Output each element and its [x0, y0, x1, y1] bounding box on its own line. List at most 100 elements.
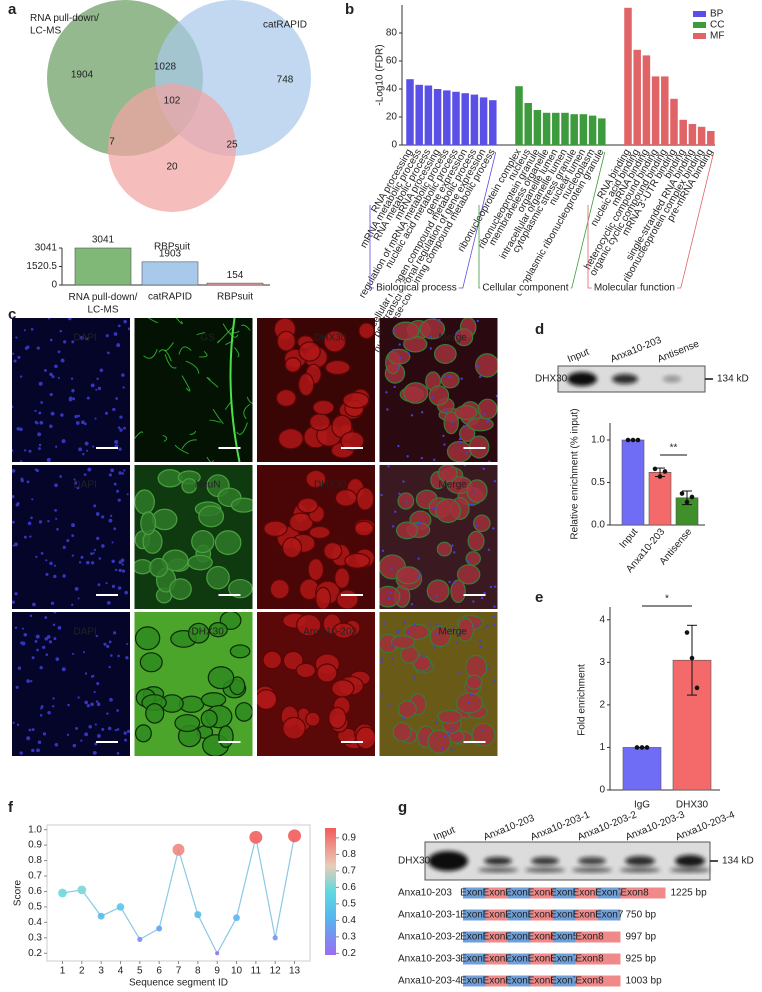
bar — [622, 747, 662, 791]
nucleus — [483, 413, 486, 416]
exon — [575, 953, 621, 965]
data-point — [657, 474, 663, 479]
cell — [257, 689, 278, 711]
nucleus — [117, 324, 121, 328]
nucleus — [456, 331, 459, 334]
nucleus — [393, 385, 396, 389]
y-tick-label: 20 — [386, 112, 398, 123]
nucleus — [39, 665, 43, 670]
nucleus — [124, 590, 129, 595]
nucleus — [434, 506, 437, 510]
nucleus — [391, 657, 394, 660]
nucleus — [392, 348, 395, 352]
nucleus — [56, 528, 59, 531]
nucleus — [40, 551, 44, 555]
nucleus — [410, 414, 414, 417]
micrograph-bg — [134, 318, 253, 462]
nucleus — [97, 583, 101, 587]
exon — [530, 887, 553, 899]
nucleus — [476, 319, 479, 323]
panel-label: e — [535, 589, 543, 606]
nucleus — [24, 346, 29, 350]
fiber — [241, 324, 251, 331]
cell — [433, 343, 457, 364]
data-point — [634, 745, 640, 750]
cell — [342, 391, 370, 409]
nucleus — [17, 666, 22, 670]
channel-label: DHX30 — [314, 480, 347, 491]
nucleus — [466, 559, 470, 563]
nucleus — [405, 500, 409, 504]
nucleus — [487, 548, 491, 552]
micrograph-bg — [12, 465, 130, 609]
nucleus — [480, 596, 484, 600]
nucleus — [407, 352, 410, 355]
exon — [575, 909, 598, 921]
nucleus — [12, 469, 16, 473]
nucleus — [451, 544, 454, 547]
nucleus — [121, 569, 126, 573]
nucleus — [441, 746, 444, 750]
nucleus — [416, 523, 420, 527]
data-label: 154 — [227, 270, 244, 281]
bar — [672, 659, 712, 791]
nucleus — [96, 702, 101, 707]
nucleus — [117, 654, 120, 658]
blot-band — [578, 857, 606, 865]
nucleus — [71, 534, 75, 538]
bar — [406, 79, 414, 145]
exon-label: Exon4 — [528, 932, 557, 943]
exon-label: Exon1 — [460, 888, 489, 899]
venn-count: 25 — [226, 140, 238, 151]
nucleus — [463, 465, 467, 467]
exon-label: Exon2 — [483, 932, 512, 943]
cell — [437, 709, 463, 724]
nucleus — [96, 734, 101, 738]
nucleus — [12, 495, 15, 499]
bar — [621, 439, 645, 526]
cell — [475, 353, 498, 378]
nucleus — [458, 670, 461, 674]
nucleus — [21, 627, 25, 630]
nucleus — [465, 451, 468, 455]
nucleus — [492, 615, 496, 618]
nucleus — [20, 477, 24, 481]
nucleus — [83, 473, 87, 477]
nucleus — [44, 369, 47, 372]
nucleus — [53, 637, 57, 641]
group-label-bg — [374, 282, 459, 294]
cell — [149, 557, 169, 578]
legend-swatch — [693, 11, 706, 17]
exon — [463, 953, 486, 965]
exon — [598, 909, 621, 921]
cell — [297, 372, 315, 397]
x-tick-label: 7 — [176, 966, 182, 977]
cell — [134, 724, 152, 743]
nucleus — [60, 413, 64, 417]
cell — [331, 679, 355, 698]
cell — [428, 385, 450, 406]
exon — [530, 931, 553, 943]
group-label: Molecular function — [594, 283, 675, 294]
nucleus — [48, 640, 53, 644]
nucleus — [75, 421, 80, 425]
exon-label: Exon6 — [573, 910, 602, 921]
cell — [282, 650, 304, 671]
fiber — [229, 330, 240, 334]
channel-label: Anxa10-203 — [303, 627, 357, 638]
group-label: Cellular component — [482, 283, 568, 294]
nucleus — [26, 480, 30, 484]
nucleus — [26, 736, 31, 741]
nucleus — [90, 383, 95, 388]
data-point — [233, 914, 240, 922]
nucleus — [413, 676, 416, 679]
venn-count: 1028 — [154, 62, 177, 73]
nucleus — [492, 623, 496, 627]
nucleus — [81, 420, 85, 425]
blot-band — [625, 856, 655, 866]
exon — [485, 909, 508, 921]
cell — [134, 489, 155, 515]
blot — [424, 841, 711, 881]
cell — [134, 626, 161, 651]
nucleus — [31, 748, 35, 753]
